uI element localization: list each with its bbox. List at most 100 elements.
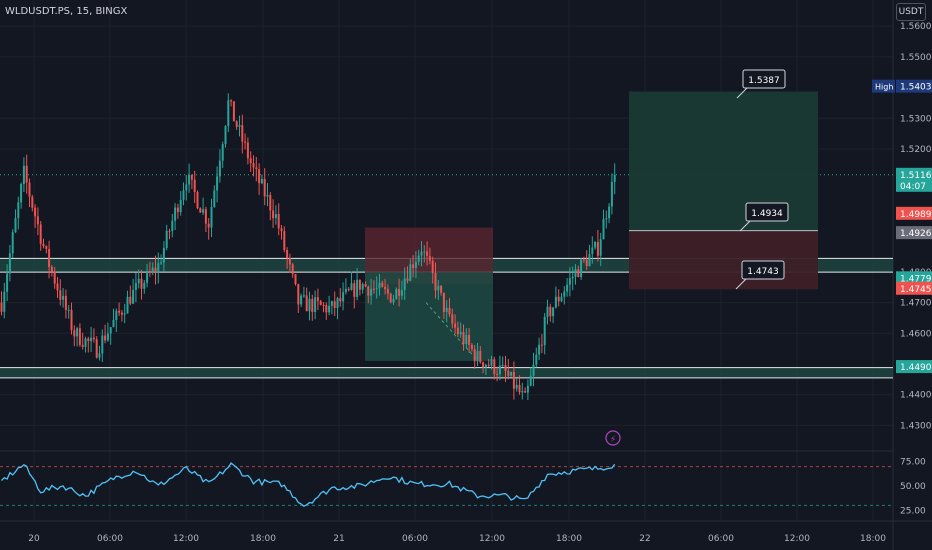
price-label-value: 1.4989 — [900, 210, 932, 220]
candle-body — [442, 292, 445, 312]
candle-body — [568, 278, 571, 285]
candle-body — [190, 174, 193, 180]
candle-body — [328, 305, 331, 313]
candle-body — [202, 209, 205, 213]
rsi-tick: 75.00 — [900, 458, 926, 468]
candle-body — [375, 288, 378, 290]
price-label — [896, 206, 932, 220]
time-tick: 18:00 — [250, 534, 276, 544]
candle-body — [459, 331, 462, 335]
rsi-tick: 50.00 — [900, 482, 926, 492]
callout-box — [745, 202, 789, 222]
candle-body — [291, 264, 294, 275]
currency-button[interactable]: USDT — [896, 3, 926, 21]
candle-body — [204, 209, 207, 224]
trade-path — [425, 302, 479, 362]
candle-body — [599, 239, 602, 256]
candle-body — [81, 344, 84, 347]
candle-body — [484, 364, 487, 368]
candle-body — [560, 296, 563, 302]
candle-body — [372, 288, 375, 290]
price-axis[interactable]: 1.56001.55001.53001.52001.48001.47001.46… — [872, 22, 932, 516]
candle-body — [347, 288, 350, 290]
price-tick: 1.4600 — [900, 329, 932, 339]
candle-body — [398, 288, 401, 296]
candle-body — [524, 391, 527, 393]
candle-body — [73, 330, 76, 337]
candle-body — [274, 214, 277, 219]
symbol-title: WLDUSDT.PS, 15, BINGX — [5, 6, 128, 17]
candle-body — [367, 286, 370, 296]
candle-body — [140, 278, 143, 289]
candle-body — [280, 228, 283, 232]
candle-body — [515, 384, 518, 389]
time-tick: 12:00 — [479, 534, 505, 544]
candle-body — [188, 174, 191, 185]
candle-body — [308, 298, 311, 312]
candle-body — [400, 290, 403, 296]
candle-body — [602, 219, 605, 240]
rsi-tick: 25.00 — [900, 506, 926, 516]
candle-body — [3, 291, 6, 312]
candle-body — [417, 255, 420, 262]
price-tick: 1.5500 — [900, 53, 932, 63]
candle-body — [574, 269, 577, 277]
price-label-value: 1.4745 — [900, 285, 932, 295]
candle-body — [518, 384, 521, 393]
position-boxes — [365, 91, 818, 362]
candle-body — [535, 354, 538, 365]
candle-body — [588, 254, 591, 267]
support-zone — [0, 367, 893, 378]
candle-body — [0, 302, 3, 312]
candle-body — [14, 218, 17, 233]
candle-body — [350, 283, 353, 290]
candle-body — [392, 299, 395, 303]
callout-pointer — [736, 87, 748, 99]
candle-body — [582, 259, 585, 261]
candle-body — [28, 182, 31, 197]
price-label — [896, 360, 932, 374]
candle-body — [92, 337, 95, 340]
candle-body — [473, 349, 476, 362]
candle-body — [571, 276, 574, 279]
candle-body — [112, 320, 115, 328]
candle-body — [146, 270, 149, 283]
price-label — [896, 167, 932, 192]
candle-body — [218, 160, 221, 177]
time-tick: 06:00 — [708, 534, 734, 544]
alert-icon[interactable]: ⚡ — [605, 430, 621, 446]
candle-body — [423, 251, 426, 253]
price-tick: 1.5200 — [900, 145, 932, 155]
candle-body — [591, 247, 594, 255]
price-tick: 1.5300 — [900, 114, 932, 124]
time-axis[interactable]: 20 06:00 12:00 18:00 21 06:00 12:00 18:00 22 06:0… — [28, 534, 886, 544]
candle-body — [412, 264, 415, 269]
candle-body — [11, 232, 14, 254]
candle-body — [538, 344, 541, 355]
candle-body — [319, 301, 322, 305]
candle-body — [31, 196, 34, 208]
candle-body — [115, 310, 118, 321]
candle-body — [213, 190, 216, 208]
candle-body — [134, 283, 137, 290]
candle-body — [557, 296, 560, 302]
candle-body — [364, 284, 367, 287]
price-annotations: 1.5387 1.4934 1.4743 — [735, 69, 789, 290]
candle-body — [235, 121, 238, 128]
candle-body — [342, 292, 345, 302]
candle-body — [179, 199, 182, 213]
candle-body — [445, 307, 448, 312]
candle-body — [476, 350, 479, 362]
candle-body — [84, 338, 87, 347]
price-tick: 1.5600 — [900, 22, 932, 32]
candle-body — [171, 220, 174, 232]
time-tick: 21 — [333, 534, 344, 544]
candle-body — [426, 251, 429, 257]
candle-body — [479, 350, 482, 363]
time-tick: 12:00 — [173, 534, 199, 544]
candle-body — [529, 375, 532, 386]
candle-body — [154, 267, 157, 273]
risk-box — [629, 230, 818, 290]
candle-body — [434, 272, 437, 291]
